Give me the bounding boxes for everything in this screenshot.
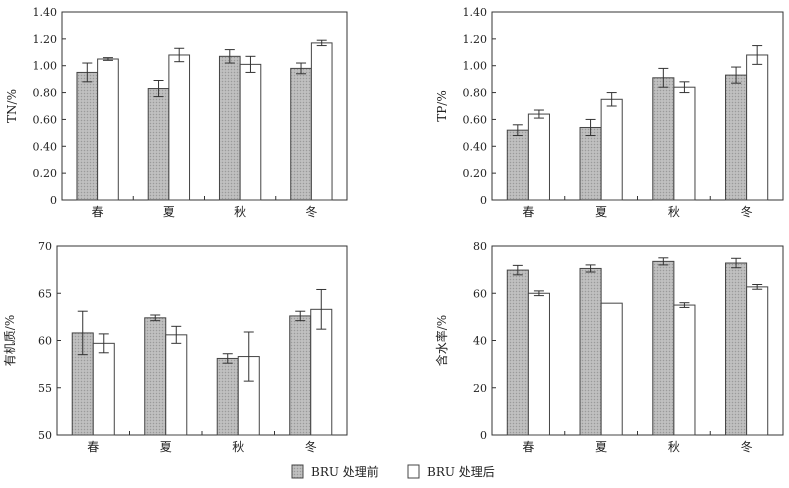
y-tick-label: 1.00 xyxy=(463,60,488,73)
bar-before xyxy=(725,74,748,201)
bar-before xyxy=(147,88,170,201)
bar-after xyxy=(673,304,696,436)
x-tick-label: 冬 xyxy=(305,439,317,454)
bar-after xyxy=(310,42,333,201)
y-tick-label: 0.60 xyxy=(463,113,488,126)
legend-swatch-before xyxy=(291,464,304,479)
y-tick-label: 0.40 xyxy=(463,140,488,153)
bar-before xyxy=(725,262,748,436)
x-tick-label: 春 xyxy=(522,205,534,219)
y-tick-label: 20 xyxy=(473,382,487,395)
y-tick-label: 1.20 xyxy=(463,33,488,46)
bar-before xyxy=(144,317,167,436)
y-tick-label: 1.20 xyxy=(33,33,58,46)
bar-after xyxy=(600,302,623,436)
y-tick-label: 0.80 xyxy=(463,87,488,100)
x-tick-label: 秋 xyxy=(232,440,244,454)
y-axis-label: TP/% xyxy=(435,90,449,122)
y-tick-label: 80 xyxy=(473,240,487,253)
bar-after xyxy=(239,63,262,201)
y-tick-label: 60 xyxy=(473,287,487,300)
bar-after xyxy=(165,334,188,436)
bar-before xyxy=(290,67,312,201)
legend-swatch-after xyxy=(407,464,420,479)
y-axis-label: TN/% xyxy=(5,89,19,123)
y-tick-label: 0 xyxy=(50,194,57,207)
y-tick-label: 1.00 xyxy=(33,60,58,73)
legend-label-before: BRU 处理前 xyxy=(311,464,379,479)
legend: BRU 处理前 BRU 处理后 xyxy=(291,464,495,479)
y-tick-label: 50 xyxy=(38,429,52,442)
bar-before xyxy=(506,129,529,201)
bar-after xyxy=(673,86,696,201)
bar-before xyxy=(652,77,675,201)
y-tick-label: 0 xyxy=(480,194,487,207)
chart-panel-2: 0 0.20 0.40 0.60 0.80 1.00 1.20 1.40 TP/% 春 夏 秋 冬 xyxy=(435,6,784,219)
y-tick-label: 1.40 xyxy=(33,6,58,19)
y-axis-label: 含水率/% xyxy=(434,315,449,366)
x-tick-label: 秋 xyxy=(668,205,680,219)
bar-before xyxy=(218,55,241,201)
bar-after xyxy=(92,342,115,436)
y-tick-label: 40 xyxy=(473,335,487,348)
chart-panel-1: 0 0.20 0.40 0.60 0.80 1.00 1.20 1.40 TN/% 春 夏 秋 冬 xyxy=(5,6,348,219)
y-axis-label: 有机质/% xyxy=(3,315,17,366)
bar-before xyxy=(506,269,529,436)
bar-before xyxy=(216,357,239,436)
x-tick-label: 春 xyxy=(522,440,534,454)
y-tick-label: 0 xyxy=(480,429,487,442)
y-tick-label: 0.40 xyxy=(33,140,58,153)
x-tick-label: 夏 xyxy=(595,440,607,454)
x-tick-label: 秋 xyxy=(234,205,246,219)
chart-panel-3: 50 55 60 65 70 有机质/% 春 夏 秋 冬 xyxy=(3,240,348,454)
bar-before xyxy=(579,267,602,436)
y-tick-label: 0.20 xyxy=(463,167,488,180)
x-tick-label: 夏 xyxy=(163,205,175,219)
x-tick-label: 冬 xyxy=(741,204,753,219)
x-tick-label: 夏 xyxy=(595,205,607,219)
x-tick-label: 秋 xyxy=(668,440,680,454)
x-tick-label: 冬 xyxy=(741,439,753,454)
bar-after xyxy=(600,98,623,201)
x-tick-label: 春 xyxy=(87,440,99,454)
y-tick-label: 70 xyxy=(38,240,52,253)
y-tick-label: 1.40 xyxy=(463,6,488,19)
bar-before xyxy=(76,71,99,201)
bar-after xyxy=(527,113,550,201)
x-tick-label: 冬 xyxy=(305,204,317,219)
y-tick-label: 0.20 xyxy=(33,167,58,180)
bar-after xyxy=(746,286,769,436)
bar-after xyxy=(97,58,119,201)
legend-label-after: BRU 处理后 xyxy=(427,465,495,479)
y-tick-label: 65 xyxy=(38,287,52,300)
bar-before xyxy=(652,260,675,436)
x-tick-label: 春 xyxy=(92,205,104,219)
y-tick-label: 55 xyxy=(38,382,52,395)
y-tick-label: 0.80 xyxy=(33,87,58,100)
bar-after xyxy=(527,292,550,436)
chart-panel-4: 0 20 40 60 80 含水率/% 春 夏 秋 冬 xyxy=(434,240,784,454)
y-tick-label: 0.60 xyxy=(33,113,58,126)
y-tick-label: 60 xyxy=(38,335,52,348)
bar-before xyxy=(289,315,312,436)
bar-after xyxy=(168,54,191,201)
bar-before xyxy=(579,126,602,201)
x-tick-label: 夏 xyxy=(160,440,172,454)
bar-after xyxy=(746,54,769,201)
chart-panels: 00.200.400.600.801.001.201.40TN/%春夏秋冬00.… xyxy=(3,6,784,454)
